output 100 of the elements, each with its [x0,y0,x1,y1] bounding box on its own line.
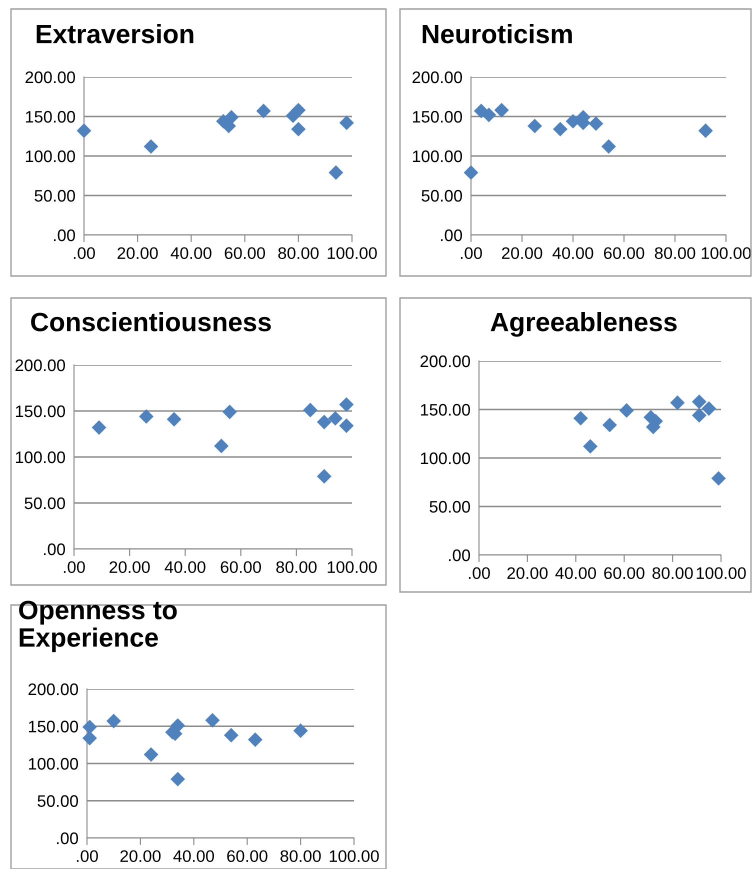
point [76,123,92,138]
x-tick-label: 60.00 [604,247,644,260]
point [566,114,580,129]
point [82,720,97,734]
point [170,718,186,733]
point [588,116,604,131]
point [464,165,478,180]
chart-title: Agreeableness [490,312,677,337]
point [602,418,617,432]
point [711,471,726,486]
point [619,403,634,418]
x-tick-label: 80.00 [280,850,321,862]
point [328,411,343,426]
point [339,116,354,130]
y-tick-label: 100.00 [412,150,462,162]
y-tick-label: 100.00 [26,150,76,162]
y-tick-label: 100.00 [420,452,470,464]
point [494,102,509,118]
point [205,713,220,728]
y-tick-label: .00 [449,549,470,562]
y-tick-label: 150.00 [16,405,66,418]
x-tick-label: .00 [468,567,490,580]
point [601,139,616,154]
point [82,730,97,746]
x-tick-label: 20.00 [120,850,161,862]
point [138,409,154,424]
point [339,418,354,434]
chart-title: Neuroticism [422,24,572,44]
x-tick-label: 80.00 [654,247,696,260]
point [166,412,182,427]
y-tick-label: 150.00 [28,720,78,732]
x-tick-label: 100.00 [330,850,379,862]
x-tick-label: 60.00 [604,567,644,580]
point [692,408,707,423]
point [303,402,318,418]
x-tick-label: 100.00 [696,567,746,580]
x-tick-label: 60.00 [220,561,262,574]
x-tick-label: .00 [460,247,482,260]
point [248,732,262,747]
x-tick-label: 20.00 [502,247,542,260]
x-tick-label: 20.00 [507,567,548,580]
chart-title: Openness to Experience [19,600,177,652]
y-tick-label: 200.00 [420,355,470,368]
y-tick-label: .00 [54,229,76,242]
x-tick-label: 40.00 [555,567,596,580]
point [214,438,229,454]
y-tick-label: .00 [44,543,66,556]
point [482,108,496,122]
x-tick-label: 100.00 [328,247,377,260]
point [527,118,542,134]
point [698,123,713,138]
point [583,439,598,454]
y-tick-label: 200.00 [28,683,78,696]
x-tick-label: .00 [76,850,98,862]
x-tick-label: 60.00 [227,850,268,862]
y-tick-label: 150.00 [420,404,470,416]
chart-title: Extraversion [36,24,194,44]
x-tick-label: 20.00 [118,247,158,260]
x-tick-label: 40.00 [552,247,594,260]
x-tick-label: 40.00 [164,561,206,574]
point [144,139,158,154]
point [222,404,237,420]
y-tick-label: 200.00 [16,359,66,372]
x-tick-label: 20.00 [110,561,150,574]
point [573,410,588,426]
point [106,714,121,728]
x-tick-label: 100.00 [702,247,751,260]
point [293,723,308,738]
x-tick-label: 80.00 [652,567,693,580]
x-tick-label: 80.00 [278,247,319,260]
y-tick-label: 50.00 [430,500,470,513]
point [92,420,106,435]
y-tick-label: 50.00 [38,795,78,807]
y-tick-label: 100.00 [28,758,78,770]
point [552,122,568,136]
x-tick-label: 100.00 [328,561,377,574]
y-tick-label: .00 [57,832,78,844]
y-tick-label: 50.00 [422,190,462,202]
x-tick-label: 40.00 [173,850,214,862]
point [224,728,238,742]
y-tick-label: 150.00 [412,110,462,123]
point [256,104,271,118]
y-tick-label: .00 [441,229,462,242]
point [291,102,306,118]
y-tick-label: 50.00 [24,497,66,510]
x-tick-label: 60.00 [224,247,266,260]
y-tick-label: 150.00 [26,110,76,123]
y-tick-label: 200.00 [412,71,462,84]
point [144,747,158,762]
x-tick-label: 80.00 [276,561,317,574]
y-tick-label: 100.00 [16,451,66,464]
point [170,772,186,786]
point [339,397,354,412]
point [328,165,344,180]
point [291,122,306,136]
point [670,395,685,410]
point [702,401,716,416]
point [224,110,239,125]
x-tick-label: .00 [74,247,95,260]
y-tick-label: 200.00 [26,71,76,84]
